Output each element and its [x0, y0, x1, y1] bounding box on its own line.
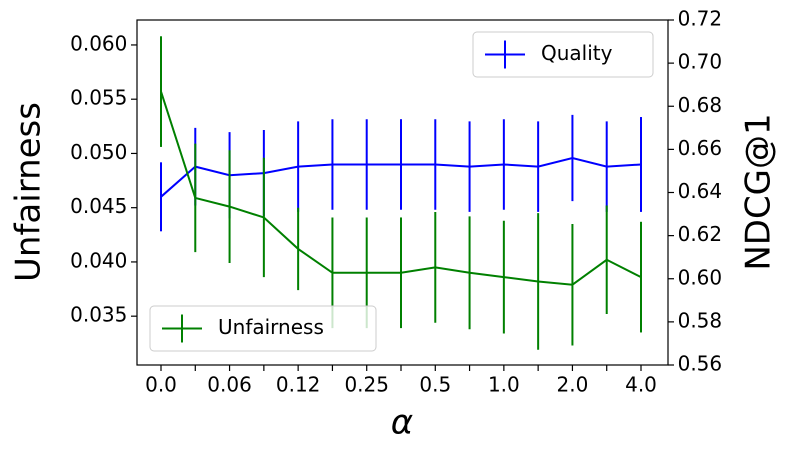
x-tick-label: 0.0 — [145, 373, 177, 397]
x-tick-label: 0.5 — [419, 373, 451, 397]
y2-tick-label: 0.68 — [678, 93, 723, 117]
y-tick-label: 0.040 — [70, 248, 127, 272]
y-tick-label: 0.060 — [70, 31, 127, 55]
y-tick-label: 0.035 — [70, 303, 127, 327]
x-tick-label: 0.12 — [276, 373, 321, 397]
x-tick-label: 2.0 — [557, 373, 589, 397]
y2-axis-label: NDCG@1 — [739, 113, 779, 270]
y2-tick-label: 0.66 — [678, 136, 723, 160]
y2-tick-label: 0.56 — [678, 352, 723, 376]
x-tick-label: 1.0 — [488, 373, 520, 397]
x-tick-label: 0.25 — [344, 373, 389, 397]
y-tick-label: 0.055 — [70, 86, 127, 110]
legend-box — [472, 31, 654, 78]
y-axis-label: Unfairness — [9, 102, 49, 282]
legend-label: Unfairness — [218, 315, 324, 339]
x-tick-label: 4.0 — [625, 373, 657, 397]
y-tick-label: 0.050 — [70, 140, 127, 164]
y2-tick-label: 0.62 — [678, 222, 723, 246]
y2-tick-label: 0.72 — [678, 7, 723, 31]
y2-tick-label: 0.58 — [678, 308, 723, 332]
y2-tick-label: 0.60 — [678, 265, 723, 289]
legend-label: Quality — [541, 41, 613, 65]
y-tick-label: 0.045 — [70, 194, 127, 218]
legend-box — [149, 305, 377, 352]
y2-tick-label: 0.70 — [678, 50, 723, 74]
x-axis-label: α — [391, 403, 413, 443]
y2-tick-label: 0.64 — [678, 179, 723, 203]
x-tick-label: 0.06 — [207, 373, 252, 397]
